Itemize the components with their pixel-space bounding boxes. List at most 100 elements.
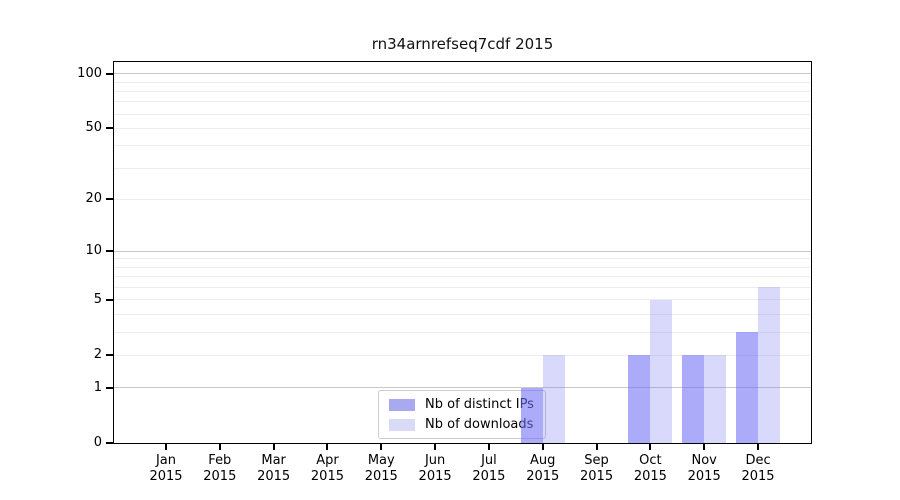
y-tick-20 <box>106 198 113 201</box>
gridline-minor-70 <box>114 101 811 103</box>
x-tick-year: 2015 <box>580 469 614 484</box>
x-tick-jul-2015 <box>487 443 490 450</box>
x-tick-label-jul-2015: Jul 2015 <box>457 453 521 485</box>
x-tick-year: 2015 <box>364 469 398 484</box>
x-tick-year: 2015 <box>741 469 775 484</box>
x-tick-apr-2015 <box>326 443 329 450</box>
x-tick-feb-2015 <box>218 443 221 450</box>
x-tick-label-jun-2015: Jun 2015 <box>403 453 467 485</box>
bar-nb-of-downloads-oct-2015 <box>650 299 673 443</box>
gridline-minor-20 <box>114 198 811 200</box>
x-tick-month: Oct <box>639 453 662 468</box>
x-tick-mar-2015 <box>272 443 275 450</box>
gridline-minor-2 <box>114 354 811 356</box>
y-tick-label-20: 20 <box>85 191 102 207</box>
legend-label-distinct-ips: Nb of distinct IPs <box>425 397 534 412</box>
x-tick-oct-2015 <box>649 443 652 450</box>
x-tick-dec-2015 <box>757 443 760 450</box>
x-tick-month: Nov <box>691 453 717 468</box>
x-tick-jan-2015 <box>165 443 167 450</box>
y-tick-label-5: 5 <box>93 291 102 307</box>
bar-nb-of-downloads-aug-2015 <box>542 355 565 443</box>
y-tick-0 <box>106 442 113 444</box>
legend: Nb of distinct IPs Nb of downloads <box>378 390 546 439</box>
x-tick-label-sep-2015: Sep 2015 <box>565 453 629 485</box>
y-tick-10 <box>106 250 113 253</box>
legend-label-downloads: Nb of downloads <box>425 417 534 432</box>
gridline-major-100 <box>114 73 811 75</box>
gridline-minor-6 <box>114 286 811 288</box>
x-tick-label-mar-2015: Mar 2015 <box>242 453 306 485</box>
x-tick-month: Mar <box>261 453 286 468</box>
bar-nb-of-distinct-ips-aug-2015 <box>520 387 543 443</box>
x-tick-month: May <box>367 453 395 468</box>
x-tick-label-oct-2015: Oct 2015 <box>618 453 682 485</box>
x-tick-year: 2015 <box>257 469 291 484</box>
gridline-minor-3 <box>114 331 811 333</box>
x-tick-year: 2015 <box>149 469 183 484</box>
legend-swatch-downloads <box>389 418 415 431</box>
x-tick-label-nov-2015: Nov 2015 <box>672 453 736 485</box>
x-tick-month: Feb <box>208 453 232 468</box>
gridline-minor-5 <box>114 299 811 301</box>
x-tick-year: 2015 <box>418 469 452 484</box>
x-tick-label-dec-2015: Dec 2015 <box>726 453 790 485</box>
x-tick-month: Apr <box>316 453 339 468</box>
x-tick-jun-2015 <box>434 443 437 450</box>
x-tick-aug-2015 <box>541 443 544 450</box>
y-tick-2 <box>106 354 113 357</box>
x-tick-year: 2015 <box>203 469 237 484</box>
x-tick-nov-2015 <box>703 443 706 450</box>
y-tick-label-1: 1 <box>93 379 102 395</box>
bar-nb-of-distinct-ips-oct-2015 <box>628 355 651 443</box>
y-tick-100 <box>106 72 113 75</box>
chart-title: rn34arnrefseq7cdf 2015 <box>371 35 554 53</box>
gridline-minor-8 <box>114 266 811 268</box>
x-tick-month: Dec <box>745 453 771 468</box>
x-tick-year: 2015 <box>526 469 560 484</box>
x-tick-label-may-2015: May 2015 <box>349 453 413 485</box>
x-tick-month: Sep <box>584 453 609 468</box>
gridline-minor-60 <box>114 113 811 115</box>
x-tick-month: Jul <box>481 453 497 468</box>
gridline-minor-80 <box>114 90 811 92</box>
y-tick-label-0: 0 <box>93 435 102 450</box>
gridline-minor-90 <box>114 81 811 83</box>
legend-item-downloads: Nb of downloads <box>389 417 545 432</box>
x-tick-year: 2015 <box>310 469 344 484</box>
plot-area: 0 1 2 5 10 20 50 100 Jan 2015 Feb 2015 Mar 2015 Apr 20… <box>77 61 812 484</box>
legend-swatch-distinct-ips <box>389 398 415 411</box>
bar-nb-of-distinct-ips-nov-2015 <box>682 355 705 443</box>
x-tick-month: Jan <box>155 453 177 468</box>
x-tick-year: 2015 <box>472 469 506 484</box>
gridline-major-10 <box>114 250 811 252</box>
x-tick-year: 2015 <box>633 469 667 484</box>
x-tick-label-feb-2015: Feb 2015 <box>188 453 252 485</box>
y-tick-5 <box>106 298 113 301</box>
x-tick-sep-2015 <box>595 443 598 450</box>
legend-item-distinct-ips: Nb of distinct IPs <box>389 397 545 412</box>
x-tick-label-jan-2015: Jan 2015 <box>134 453 198 485</box>
gridline-minor-50 <box>114 127 811 129</box>
y-tick-1 <box>106 386 113 389</box>
y-tick-label-50: 50 <box>85 120 102 136</box>
gridline-major-1 <box>114 387 811 389</box>
y-tick-50 <box>106 127 113 130</box>
bar-nb-of-downloads-nov-2015 <box>704 355 727 443</box>
x-tick-month: Aug <box>530 453 556 468</box>
gridline-minor-4 <box>114 313 811 315</box>
y-tick-label-100: 100 <box>77 65 102 81</box>
gridline-minor-7 <box>114 276 811 278</box>
gridline-minor-40 <box>114 145 811 147</box>
x-tick-may-2015 <box>380 443 383 450</box>
gridline-minor-9 <box>114 258 811 260</box>
x-tick-label-aug-2015: Aug 2015 <box>511 453 575 485</box>
bar-nb-of-distinct-ips-dec-2015 <box>736 332 759 443</box>
x-tick-year: 2015 <box>687 469 721 484</box>
x-tick-label-apr-2015: Apr 2015 <box>295 453 359 485</box>
y-tick-label-2: 2 <box>93 347 102 363</box>
x-tick-month: Jun <box>424 453 446 468</box>
gridline-minor-30 <box>114 167 811 169</box>
bar-nb-of-downloads-dec-2015 <box>758 287 781 443</box>
